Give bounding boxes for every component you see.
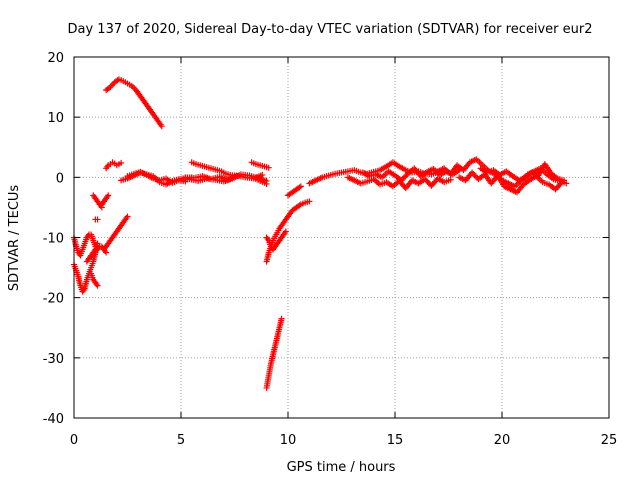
data-point-marker [103, 249, 110, 256]
data-point-marker [403, 172, 410, 179]
y-axis-label: SDTVAR / TECUs [7, 185, 22, 292]
data-point-marker [297, 183, 304, 190]
data-point-marker [265, 164, 272, 171]
x-tick-label: 25 [601, 433, 618, 448]
x-tick-labels: 0 5 10 15 20 25 [70, 433, 617, 448]
x-tick-label: 0 [70, 433, 78, 448]
data-markers [71, 76, 570, 391]
data-point-marker [94, 216, 101, 223]
data-point-marker [563, 180, 570, 187]
data-point-marker [263, 180, 270, 187]
y-tick-label: -10 [43, 232, 64, 247]
data-point-marker [105, 192, 112, 199]
y-tick-label: 20 [47, 51, 64, 66]
data-point-marker [94, 282, 101, 289]
axis-ticks [73, 56, 610, 419]
data-point-marker [124, 213, 131, 220]
data-point-marker [447, 176, 454, 183]
data-point-marker [118, 159, 125, 166]
data-point-marker [561, 177, 568, 184]
y-tick-label: -40 [43, 412, 64, 427]
chart-title: Day 137 of 2020, Sidereal Day-to-day VTE… [68, 22, 593, 37]
data-point-marker [278, 315, 285, 322]
y-tick-label: 0 [56, 171, 64, 186]
x-axis-label: GPS time / hours [287, 460, 396, 475]
y-tick-label: -20 [43, 292, 64, 307]
y-tick-labels: -40 -30 -20 -10 0 10 20 [43, 51, 64, 427]
x-tick-label: 15 [387, 433, 404, 448]
data-point-marker [94, 240, 101, 247]
data-point-marker [158, 123, 165, 130]
y-tick-label: -30 [43, 352, 64, 367]
y-tick-label: 10 [47, 111, 64, 126]
x-tick-label: 10 [280, 433, 297, 448]
data-point-marker [259, 171, 266, 178]
x-tick-label: 5 [177, 433, 185, 448]
data-point-marker [306, 198, 313, 205]
data-point-marker [282, 228, 289, 235]
x-tick-label: 20 [494, 433, 511, 448]
grid-lines [74, 57, 609, 418]
